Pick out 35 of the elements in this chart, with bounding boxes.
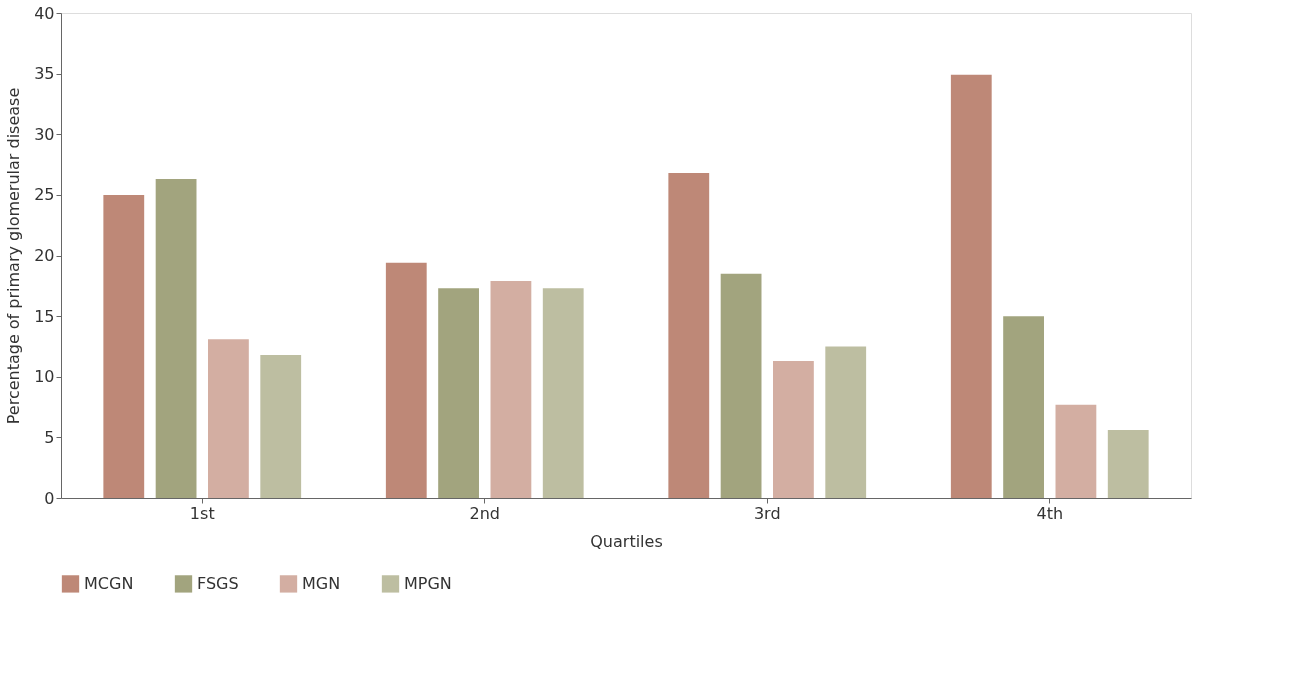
bar	[773, 360, 814, 498]
bar	[208, 339, 249, 498]
y-tick-label: 30	[34, 124, 55, 144]
x-tick-label: 3rd	[753, 503, 781, 523]
legend-label: FSGS	[197, 573, 239, 593]
bar	[103, 194, 145, 498]
bar	[490, 280, 532, 498]
y-tick-label: 10	[34, 367, 55, 387]
x-tick-label: 2nd	[469, 503, 500, 523]
y-tick-label: 15	[34, 306, 55, 326]
y-tick-label: 40	[34, 3, 55, 23]
y-tick-label: 0	[44, 488, 55, 508]
bar	[542, 288, 584, 498]
legend-label: MPGN	[404, 573, 452, 593]
bar	[950, 74, 992, 498]
x-tick-label: 4th	[1036, 503, 1064, 523]
y-axis-title: Percentage of primary glomerular disease	[4, 87, 24, 425]
bar	[260, 354, 302, 498]
y-tick-label: 35	[34, 64, 55, 84]
bar	[155, 179, 197, 498]
bar	[720, 273, 762, 498]
x-axis-title: Quartiles	[590, 531, 663, 551]
bar	[1055, 404, 1097, 498]
x-tick-label: 1st	[189, 503, 215, 523]
legend-label: MCGN	[84, 573, 134, 593]
y-tick-label: 20	[34, 246, 55, 265]
bar	[1107, 430, 1149, 498]
bar	[385, 262, 427, 498]
bar	[438, 288, 479, 498]
bar	[668, 173, 710, 498]
y-tick-label: 5	[44, 427, 55, 447]
bar	[825, 346, 867, 498]
bar	[1003, 316, 1044, 498]
legend-label: MGN	[302, 573, 341, 593]
y-tick-label: 25	[34, 185, 55, 205]
